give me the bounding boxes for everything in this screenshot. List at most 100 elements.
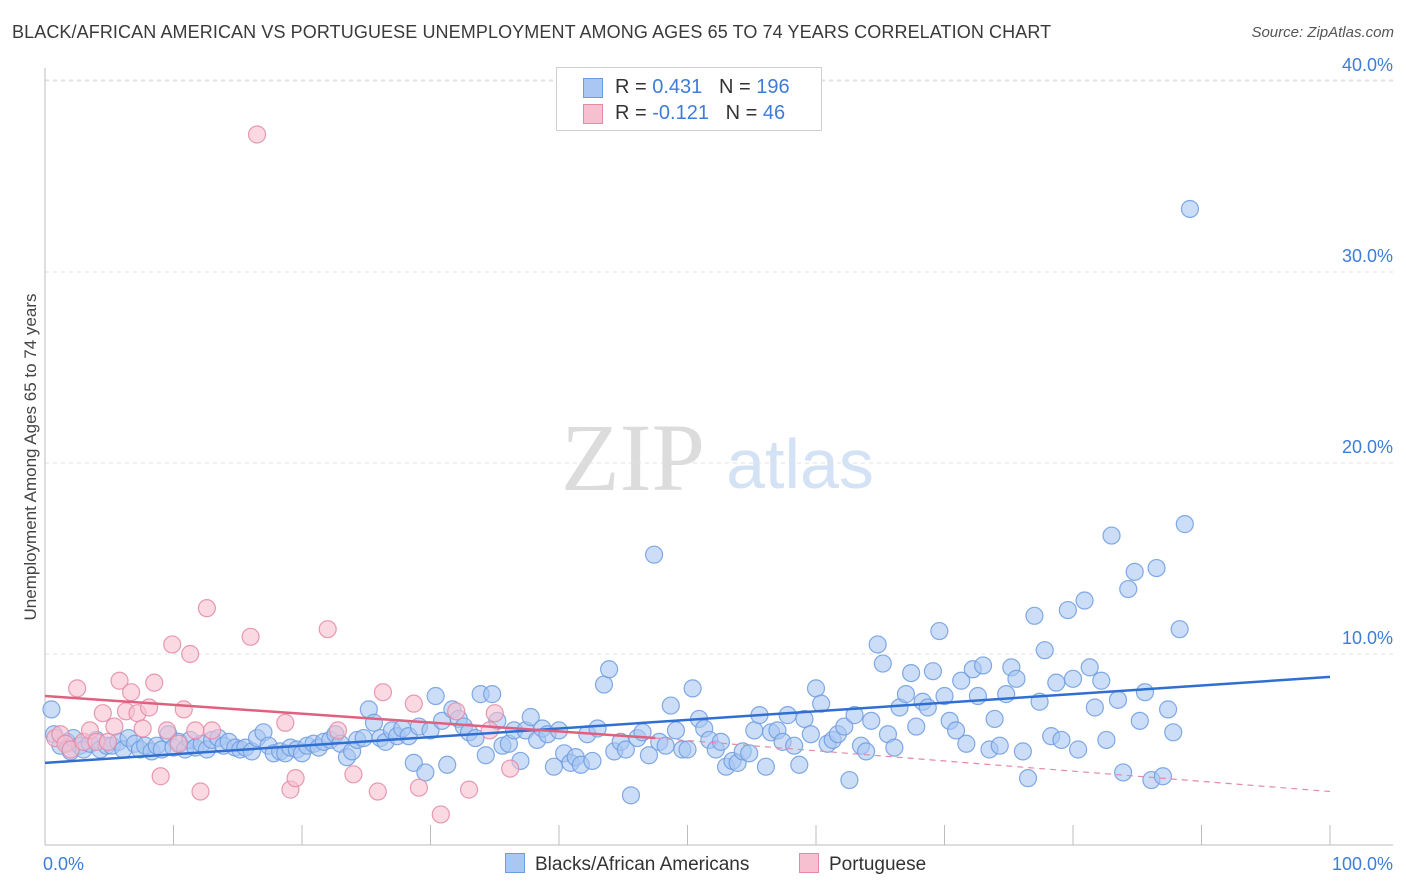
point-blacks [1018,769,1038,788]
point-blacks [616,740,635,759]
point-portuguese [174,700,193,719]
point-blacks [935,686,954,706]
point-blacks [835,717,854,736]
point-blacks [1097,730,1116,750]
point-blacks [1119,579,1138,599]
point-blacks [600,660,619,679]
point-portuguese [368,782,387,801]
point-blacks [1058,600,1077,620]
point-blacks [1069,740,1088,759]
point-portuguese [68,679,87,698]
point-blacks [930,621,949,641]
point-blacks [745,721,764,740]
point-blacks [845,706,864,725]
point-blacks [426,686,445,706]
point-portuguese [328,721,348,740]
trend-line-portuguese [44,694,656,740]
y-tick-label: 30.0% [1342,246,1393,266]
point-blacks [1114,763,1133,782]
watermark-atlas: atlas [726,425,874,503]
point-blacks [1175,515,1194,534]
point-portuguese [105,717,124,736]
legend-swatch-portuguese [799,853,819,873]
point-portuguese [197,599,217,618]
point-blacks [639,746,659,765]
point-blacks [756,757,775,776]
point-blacks [644,545,664,564]
point-blacks [873,654,892,673]
point-blacks [1158,700,1178,719]
point-portuguese [276,713,295,732]
point-blacks [1080,658,1099,677]
point-blacks [1047,673,1066,692]
trend-lines [44,675,1331,793]
point-blacks [1108,690,1128,709]
chart-title: BLACK/AFRICAN AMERICAN VS PORTUGUESE UNE… [12,22,1052,42]
point-portuguese [163,635,182,654]
legend-label-portuguese: Portuguese [829,854,927,875]
point-portuguese [247,125,267,144]
legend-item-portuguese: Portuguese [799,853,926,876]
point-blacks [946,721,966,740]
point-blacks [840,770,859,790]
legend-swatch-portuguese [583,104,603,124]
data-points [42,125,1200,824]
point-blacks [1085,698,1104,717]
point-portuguese [409,778,429,797]
legend-r-value: 0.431 [652,76,703,98]
watermark-zip: ZIP [561,404,705,511]
point-blacks [778,706,797,725]
point-blacks [901,663,921,683]
point-blacks [1052,730,1071,750]
point-blacks [661,696,680,715]
y-tick-labels: 10.0% 20.0% 30.0% 40.0% [1342,55,1393,648]
legend-r-value: -0.121 [652,102,709,124]
point-blacks [806,679,826,698]
point-blacks [1153,767,1173,786]
point-blacks [795,709,814,729]
y-tick-label: 40.0% [1342,55,1393,75]
point-blacks [1035,641,1054,660]
point-blacks [1170,620,1189,639]
legend-item-blacks: Blacks/African Americans [505,853,749,876]
point-blacks [740,744,759,763]
point-blacks [683,679,702,698]
point-portuguese [145,673,164,692]
x-tick-label: 0.0% [43,854,84,874]
point-portuguese [344,765,363,784]
point-blacks [857,742,876,761]
axes [44,68,1393,846]
gridlines [45,79,1393,655]
point-blacks [711,732,731,751]
point-portuguese [241,627,260,646]
point-blacks [868,635,887,654]
point-blacks [923,662,943,681]
point-blacks [1075,591,1094,610]
point-blacks [438,755,457,774]
point-blacks [1102,526,1121,545]
point-blacks [364,713,384,732]
legend-label-blacks: Blacks/African Americans [535,854,750,875]
point-blacks [476,746,495,765]
point-blacks [918,698,937,717]
point-portuguese [501,759,520,778]
correlation-legend: R = 0.431 N = 196 R = -0.121 N = 46 [556,67,822,131]
point-blacks [1164,723,1183,742]
trend-line-blacks [44,675,1331,765]
y-tick-label: 10.0% [1342,628,1393,648]
legend-r-label: R = [615,76,653,98]
point-portuguese [110,671,129,690]
point-blacks [907,717,926,736]
point-portuguese [133,719,152,738]
point-blacks [1013,742,1032,761]
point-portuguese [169,734,188,753]
point-blacks [354,728,373,748]
point-portuguese [121,683,141,702]
legend-n-label: N = [718,76,757,98]
point-blacks [678,740,697,759]
point-portuguese [447,702,466,721]
legend-n-value: 46 [762,102,786,124]
trend-line-portuguese-extension [655,737,1331,793]
point-blacks [1092,671,1111,690]
